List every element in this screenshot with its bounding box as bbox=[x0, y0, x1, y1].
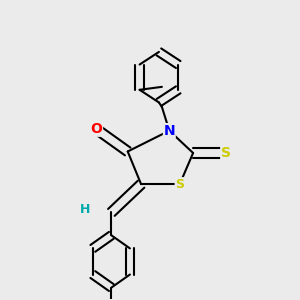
Text: O: O bbox=[91, 122, 102, 136]
Text: S: S bbox=[221, 146, 231, 160]
Text: S: S bbox=[175, 178, 184, 191]
Text: N: N bbox=[164, 124, 175, 138]
Text: H: H bbox=[80, 203, 90, 216]
